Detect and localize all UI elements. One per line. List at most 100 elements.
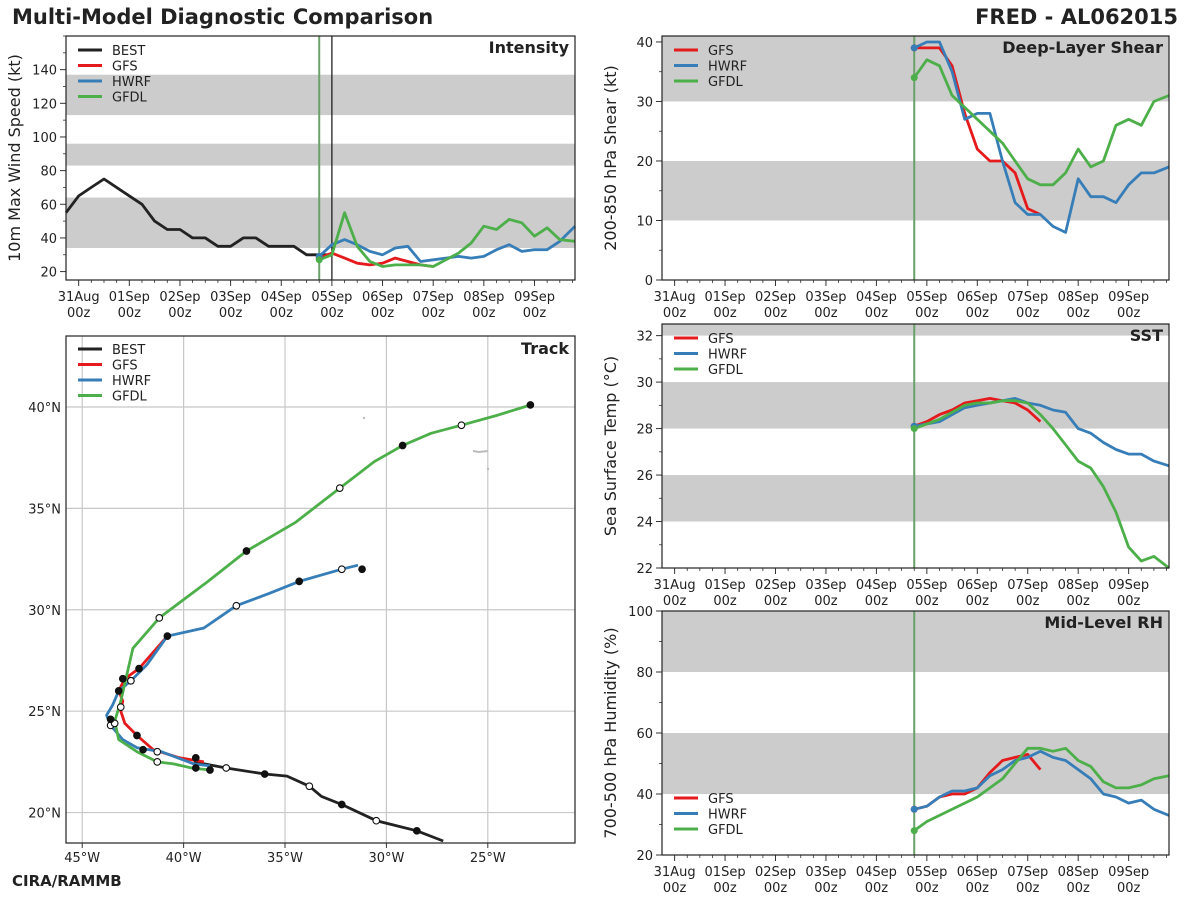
track-position-marker <box>127 676 135 685</box>
track-position-marker <box>116 703 125 711</box>
track-legend-label-best: BEST <box>112 343 145 358</box>
sst-xtick-label: 00z <box>865 594 889 609</box>
track-position-marker <box>163 632 172 640</box>
sst-xtick-label: 09Sep <box>1108 578 1149 593</box>
intensity-ytick-label: 80 <box>40 165 57 180</box>
shear-xtick-label: 06Sep <box>957 290 998 305</box>
track-position-marker <box>526 401 535 409</box>
sst-xtick-label: 31Aug <box>654 578 696 593</box>
rh-legend-label-hwrf: HWRF <box>708 808 747 823</box>
sst-series-gfdl <box>913 399 1170 570</box>
rh-legend-label-gfs: GFS <box>708 792 734 807</box>
intensity-xtick-label: 00z <box>67 306 91 321</box>
rh-xtick-label: 06Sep <box>957 865 998 880</box>
sst-ytick-label: 22 <box>636 562 653 577</box>
rh-xtick-label: 01Sep <box>705 865 746 880</box>
intensity-xtick-label: 00z <box>523 306 547 321</box>
track-position-marker <box>139 745 147 754</box>
shear-legend-label-hwrf: HWRF <box>708 60 747 75</box>
intensity-xtick-label: 09Sep <box>514 290 555 305</box>
track-position-marker <box>222 764 231 772</box>
intensity-ytick-label: 120 <box>32 97 57 112</box>
storm-id: FRED - AL062015 <box>975 5 1178 29</box>
track-legend-label-gfdl: GFDL <box>112 390 148 405</box>
intensity-xtick-label: 00z <box>168 306 192 321</box>
sst-init-point-gfdl <box>910 425 918 433</box>
figure-title: Multi-Model Diagnostic Comparison <box>12 5 434 29</box>
shear-xtick-label: 08Sep <box>1058 290 1099 305</box>
shear-series-gfdl <box>913 58 1170 187</box>
shear-xtick-label: 02Sep <box>755 290 796 305</box>
track-ytick-label: 25°N <box>28 705 61 720</box>
sst-xtick-label: 07Sep <box>1007 578 1048 593</box>
track-position-marker <box>305 782 314 791</box>
rh-xtick-label: 00z <box>865 881 889 896</box>
shear-xtick-label: 00z <box>966 306 990 321</box>
sst-xtick-label: 05Sep <box>906 578 947 593</box>
rh-xtick-label: 00z <box>663 881 687 896</box>
sst-xtick-label: 00z <box>915 594 939 609</box>
intensity-ytick-label: 100 <box>32 131 57 146</box>
track-position-marker <box>191 764 200 772</box>
intensity-band-2 <box>66 74 575 116</box>
credit-label: CIRA/RAMMB <box>12 872 122 890</box>
shear-ytick-label: 20 <box>636 155 653 170</box>
track-position-marker <box>457 421 466 430</box>
shear-xtick-label: 00z <box>865 306 889 321</box>
track-xtick-label: 35°W <box>267 851 303 866</box>
track-position-marker <box>232 601 241 610</box>
shear-legend-label-gfs: GFS <box>708 44 734 59</box>
shear-ytick-label: 40 <box>636 36 653 51</box>
shear-xtick-label: 00z <box>915 306 939 321</box>
intensity-band-1 <box>66 143 575 166</box>
track-island <box>486 467 490 471</box>
intensity-xtick-label: 01Sep <box>109 290 150 305</box>
rh-ytick-label: 100 <box>628 605 653 620</box>
track-xtick-label: 30°W <box>368 851 404 866</box>
rh-title: Mid-Level RH <box>1044 613 1163 632</box>
track-lines <box>105 401 535 843</box>
track-series-best <box>193 760 444 843</box>
rh-series-gfdl <box>913 746 1170 832</box>
intensity-ytick-label: 20 <box>40 266 57 281</box>
rh-init-point-hwrf <box>910 805 918 813</box>
rh-band-0 <box>662 733 1169 794</box>
intensity-legend-label-best: BEST <box>112 44 145 59</box>
intensity-xtick-label: 00z <box>472 306 496 321</box>
track-position-marker <box>337 800 346 809</box>
intensity-xtick-label: 02Sep <box>159 290 200 305</box>
shear-xtick-label: 00z <box>1016 306 1040 321</box>
track-title: Track <box>521 339 569 358</box>
intensity-legend-label-gfs: GFS <box>112 60 138 75</box>
sst-xtick-label: 04Sep <box>856 578 897 593</box>
sst-legend-label-hwrf: HWRF <box>708 348 747 363</box>
intensity-xtick-label: 00z <box>371 306 395 321</box>
track-position-marker <box>153 758 162 766</box>
intensity-xtick-label: 07Sep <box>413 290 454 305</box>
intensity-xtick-label: 31Aug <box>58 290 100 305</box>
track-xtick-label: 45°W <box>64 851 100 866</box>
shear-xtick-label: 00z <box>1117 306 1141 321</box>
track-panel: 45°W 40°W 35°W 30°W 25°W 20°N 25°N 30°N 35°N 40°N… <box>28 335 576 866</box>
shear-title: Deep-Layer Shear <box>1002 38 1163 57</box>
shear-panel: 31Aug00z01Sep00z02Sep00z03Sep00z04Sep00z… <box>601 35 1170 321</box>
track-position-marker <box>242 547 251 555</box>
shear-ytick-label: 0 <box>645 274 653 289</box>
intensity-ytick-label: 140 <box>32 64 57 79</box>
track-series-gfdl <box>113 403 531 772</box>
sst-ytick-label: 24 <box>636 516 653 531</box>
intensity-series-gfdl <box>318 211 576 268</box>
sst-ytick-label: 32 <box>636 330 653 345</box>
sst-title: SST <box>1130 326 1163 345</box>
shear-xtick-label: 05Sep <box>906 290 947 305</box>
shear-xtick-label: 03Sep <box>805 290 846 305</box>
shear-xtick-label: 09Sep <box>1108 290 1149 305</box>
track-position-marker <box>398 441 407 450</box>
intensity-xtick-label: 00z <box>219 306 243 321</box>
track-xtick-label: 25°W <box>470 851 506 866</box>
intensity-xtick-label: 04Sep <box>261 290 302 305</box>
intensity-xtick-label: 00z <box>320 306 344 321</box>
shear-init-point-hwrf <box>910 44 918 52</box>
shear-series-gfs <box>914 46 1041 216</box>
